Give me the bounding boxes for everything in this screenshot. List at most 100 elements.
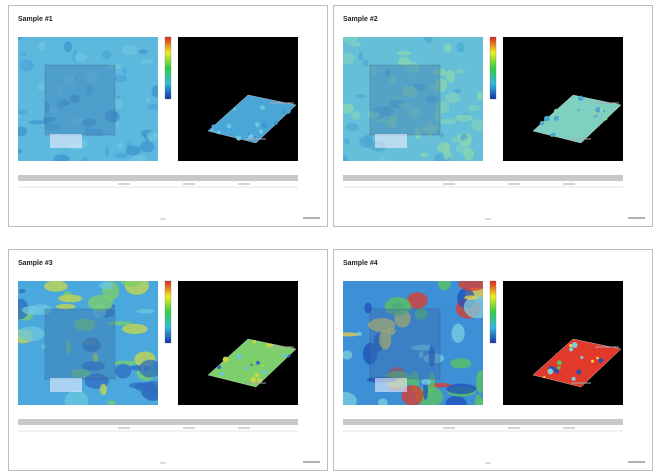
- map-blob: [20, 51, 26, 57]
- map-blob: [440, 132, 445, 138]
- surface-speck: [256, 360, 260, 365]
- map-blob: [84, 125, 94, 137]
- surface-speck: [556, 360, 562, 366]
- height-map: [18, 37, 158, 161]
- map-blob: [144, 97, 151, 103]
- surface-speck: [273, 120, 278, 125]
- map-blob: [86, 72, 100, 84]
- map-blob: [99, 383, 108, 396]
- surface-speck: [603, 116, 608, 121]
- surface-speck: [553, 108, 560, 115]
- map-blob: [367, 110, 380, 120]
- height-map: [343, 281, 483, 405]
- map-blob: [82, 156, 88, 161]
- map-blob: [42, 116, 50, 125]
- surface-speck: [262, 369, 267, 374]
- map-blob: [396, 51, 412, 56]
- map-blob: [74, 53, 87, 62]
- map-blob: [454, 88, 462, 94]
- surface-speck: [569, 347, 574, 352]
- map-blob: [458, 281, 483, 291]
- surface-speck: [254, 139, 258, 142]
- map-blob: [381, 106, 394, 117]
- view-3d: [503, 281, 623, 405]
- map-blob: [362, 59, 369, 67]
- surface-speck: [268, 348, 271, 351]
- surface-speck: [252, 339, 257, 344]
- map-blob: [56, 99, 64, 110]
- map-blob: [377, 398, 388, 405]
- map-blob: [444, 92, 461, 104]
- map-blob: [437, 281, 452, 291]
- map-blob: [451, 323, 465, 343]
- color-bar: [164, 36, 172, 100]
- map-blob: [45, 123, 61, 131]
- map-blob: [66, 340, 71, 355]
- map-blob: [343, 391, 357, 405]
- map-blob: [107, 400, 116, 405]
- surface-speck: [261, 122, 268, 129]
- map-blob: [92, 352, 99, 363]
- map-blob: [411, 344, 435, 351]
- surface-speck: [577, 109, 580, 112]
- surface-speck: [225, 119, 230, 124]
- map-blob: [138, 49, 149, 54]
- map-blob: [112, 97, 123, 110]
- surface-speck: [282, 353, 287, 358]
- map-blob: [115, 363, 132, 379]
- surface-speck: [543, 375, 546, 379]
- surface-speck: [211, 128, 214, 132]
- map-blob: [371, 65, 377, 77]
- surface-speck: [578, 365, 582, 369]
- map-blob: [81, 361, 105, 371]
- map-blob: [450, 358, 472, 369]
- map-blob: [389, 74, 396, 85]
- map-blob: [349, 41, 362, 47]
- map-blob: [18, 126, 28, 137]
- surface-speck: [571, 342, 578, 349]
- map-blob: [106, 63, 122, 70]
- map-blob: [452, 136, 457, 143]
- map-blob: [429, 383, 453, 388]
- surface-speck: [584, 113, 588, 117]
- map-blob: [43, 281, 68, 292]
- map-blob: [362, 342, 378, 365]
- sample-title: Sample #3: [18, 260, 53, 267]
- surface-speck: [553, 115, 559, 121]
- surface-speck: [599, 108, 604, 112]
- table-header: [18, 175, 298, 181]
- surface-speck: [595, 107, 601, 113]
- surface-speck: [211, 124, 216, 129]
- map-blob: [63, 73, 76, 86]
- surface-speck: [580, 355, 584, 360]
- surface-speck: [543, 115, 550, 122]
- surface-speck: [555, 352, 560, 358]
- map-blob: [414, 127, 422, 140]
- roi-square: [44, 64, 116, 136]
- map-blob: [112, 360, 140, 366]
- map-blob: [358, 51, 363, 61]
- surface-speck: [562, 122, 566, 126]
- map-blob: [344, 138, 350, 145]
- map-blob: [401, 385, 424, 405]
- map-blob: [64, 41, 73, 53]
- map-blob: [468, 104, 481, 111]
- map-blob: [120, 281, 143, 287]
- map-blob: [18, 326, 45, 342]
- surface-speck: [612, 107, 615, 111]
- map-blob: [18, 37, 24, 41]
- surface-speck: [247, 134, 254, 140]
- map-blob: [81, 118, 97, 127]
- sample-title: Sample #2: [343, 16, 378, 23]
- map-blob: [443, 43, 452, 52]
- map-blob: [428, 371, 435, 394]
- surface-speck: [548, 374, 552, 378]
- map-blob: [343, 155, 349, 161]
- surface-speck: [220, 371, 225, 376]
- map-blob: [442, 146, 451, 160]
- surface-3d: [532, 94, 622, 144]
- map-blob: [88, 294, 114, 312]
- map-blob: [364, 302, 372, 314]
- map-blob: [463, 148, 474, 161]
